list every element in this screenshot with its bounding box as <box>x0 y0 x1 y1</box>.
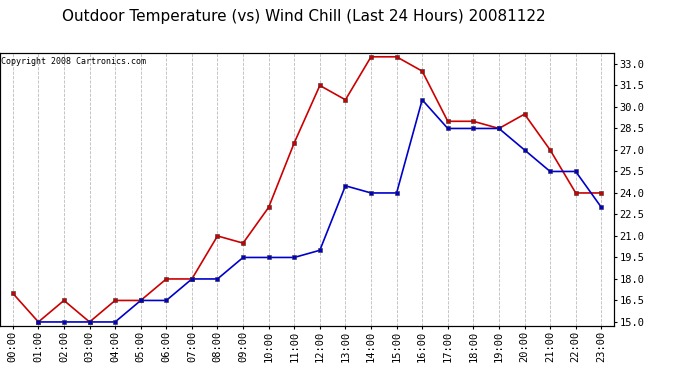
Text: Outdoor Temperature (vs) Wind Chill (Last 24 Hours) 20081122: Outdoor Temperature (vs) Wind Chill (Las… <box>62 9 545 24</box>
Text: Copyright 2008 Cartronics.com: Copyright 2008 Cartronics.com <box>1 57 146 66</box>
